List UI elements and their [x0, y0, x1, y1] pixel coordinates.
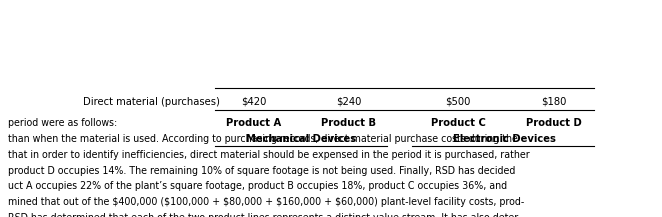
Text: than when the material is used. According to purchasing records, direct material: than when the material is used. Accordin… — [8, 134, 518, 144]
Text: mined that out of the $400,000 ($100,000 + $80,000 + $160,000 + $60,000) plant-l: mined that out of the $400,000 ($100,000… — [8, 197, 524, 207]
Text: Product C: Product C — [431, 118, 485, 128]
Text: Product D: Product D — [526, 118, 581, 128]
Text: $420: $420 — [241, 97, 266, 107]
Text: $500: $500 — [446, 97, 471, 107]
Text: uct A occupies 22% of the plant’s square footage, product B occupies 18%, produc: uct A occupies 22% of the plant’s square… — [8, 181, 507, 191]
Text: that in order to identify inefficiencies, direct material should be expensed in : that in order to identify inefficiencies… — [8, 150, 530, 160]
Text: Product B: Product B — [321, 118, 377, 128]
Text: Direct material (purchases): Direct material (purchases) — [83, 97, 220, 107]
Text: $240: $240 — [336, 97, 361, 107]
Text: RSD has determined that each of the two product lines represents a distinct valu: RSD has determined that each of the two … — [8, 213, 521, 217]
Text: Electronic Devices: Electronic Devices — [453, 134, 556, 144]
Text: period were as follows:: period were as follows: — [8, 118, 117, 128]
Text: Mechanical Devices: Mechanical Devices — [246, 134, 356, 144]
Text: product D occupies 14%. The remaining 10% of square footage is not being used. F: product D occupies 14%. The remaining 10… — [8, 166, 515, 176]
Text: $180: $180 — [541, 97, 566, 107]
Text: Product A: Product A — [226, 118, 281, 128]
